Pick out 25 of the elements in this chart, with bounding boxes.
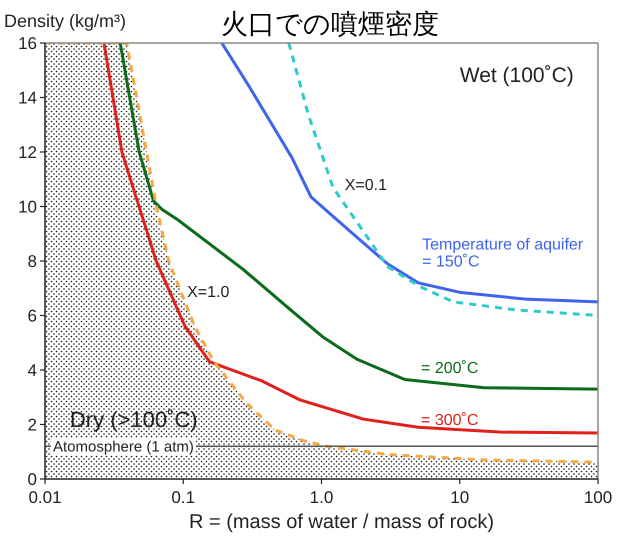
y-tick-label: 4 — [28, 361, 37, 380]
series-label: = 200˚C — [421, 360, 478, 377]
x-tick-label: 0.01 — [28, 488, 62, 507]
annotation: Dry (>100˚C) — [70, 407, 198, 432]
series-label: X=0.1 — [344, 177, 388, 194]
annotation: Wet (100˚C) — [460, 64, 574, 87]
chart-title: 火口での噴煙密度 — [221, 9, 439, 39]
x-axis-title: R = (mass of water / mass of rock) — [188, 511, 494, 533]
x-tick-label: 100 — [584, 488, 612, 507]
x-tick-label: 0.1 — [171, 488, 196, 507]
y-tick-label: 6 — [28, 306, 37, 326]
series-label: = 300˚C — [421, 412, 478, 430]
y-axis-title: Density (kg/m³) — [4, 11, 126, 31]
y-tick-label: 12 — [18, 143, 37, 162]
y-tick-label: 0 — [28, 470, 37, 489]
y-tick-label: 14 — [18, 88, 37, 108]
y-tick-label: 10 — [18, 198, 37, 216]
ref-line-label: Atomosphere (1 atm) — [53, 438, 194, 456]
x-tick-label: 10 — [450, 488, 470, 507]
series-label: Temperature of aquifer = 150˚C — [422, 236, 584, 270]
series-label: X=1.0 — [187, 284, 230, 301]
y-tick-label: 2 — [28, 416, 37, 434]
y-tick-label: 8 — [28, 252, 37, 271]
y-tick-label: 16 — [18, 34, 37, 53]
x-tick-label: 1.0 — [310, 488, 334, 507]
